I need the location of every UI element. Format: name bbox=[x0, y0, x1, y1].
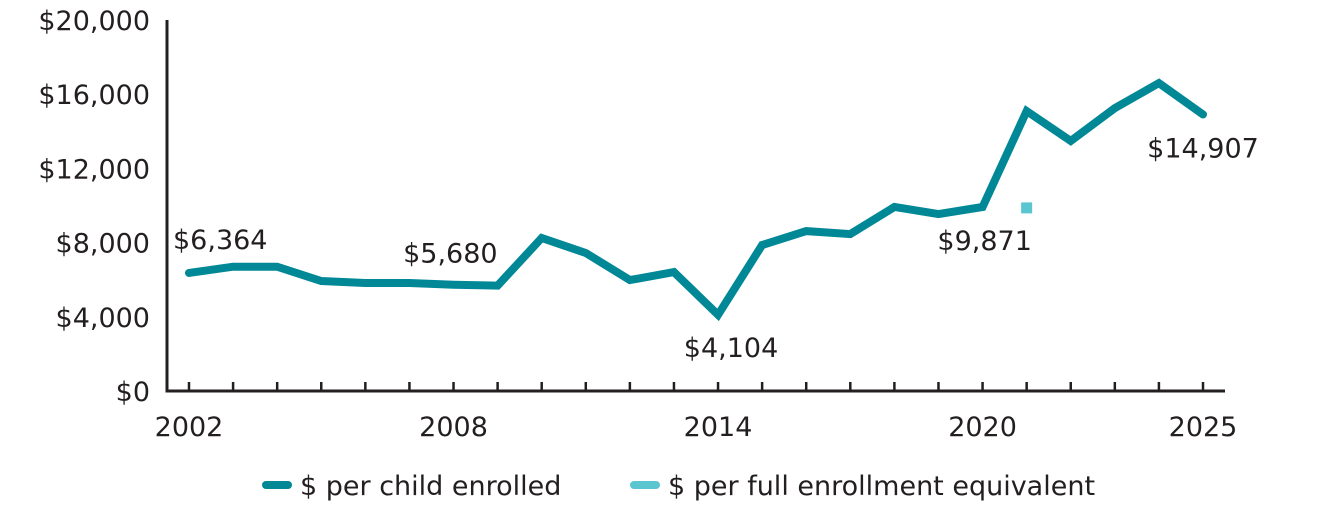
y-tick-label: $12,000 bbox=[38, 154, 150, 185]
legend-label-per-child: $ per child enrolled bbox=[300, 471, 561, 502]
x-tick-label: 2020 bbox=[948, 412, 1017, 443]
x-tick-label: 2008 bbox=[419, 412, 488, 443]
y-tick-label: $8,000 bbox=[56, 229, 150, 260]
data-label: $6,364 bbox=[173, 225, 267, 256]
x-axis-tick-labels: 2002 2008 2014 2020 2025 bbox=[155, 412, 1238, 443]
data-label: $4,104 bbox=[684, 333, 778, 364]
y-tick-label: $16,000 bbox=[38, 80, 150, 111]
x-tick-label: 2025 bbox=[1169, 412, 1238, 443]
data-label: $14,907 bbox=[1147, 133, 1259, 164]
legend-label-per-fee: $ per full enrollment equivalent bbox=[668, 471, 1095, 502]
data-labels: $6,364 $5,680 $4,104 $9,871 $14,907 bbox=[173, 133, 1259, 363]
series-marker-per-fee bbox=[1021, 202, 1033, 214]
series-line-per-child bbox=[185, 78, 1207, 322]
data-label: $5,680 bbox=[403, 239, 497, 270]
data-label: $9,871 bbox=[937, 226, 1031, 257]
y-axis-tick-labels: $0 $4,000 $8,000 $12,000 $16,000 $20,000 bbox=[38, 6, 150, 408]
x-tick-label: 2002 bbox=[155, 412, 224, 443]
x-tick-label: 2014 bbox=[684, 412, 753, 443]
y-tick-label: $0 bbox=[116, 377, 150, 408]
y-tick-label: $4,000 bbox=[56, 303, 150, 334]
legend: $ per child enrolled $ per full enrollme… bbox=[262, 471, 1095, 502]
series-group bbox=[185, 78, 1207, 322]
y-tick-label: $20,000 bbox=[38, 6, 150, 37]
